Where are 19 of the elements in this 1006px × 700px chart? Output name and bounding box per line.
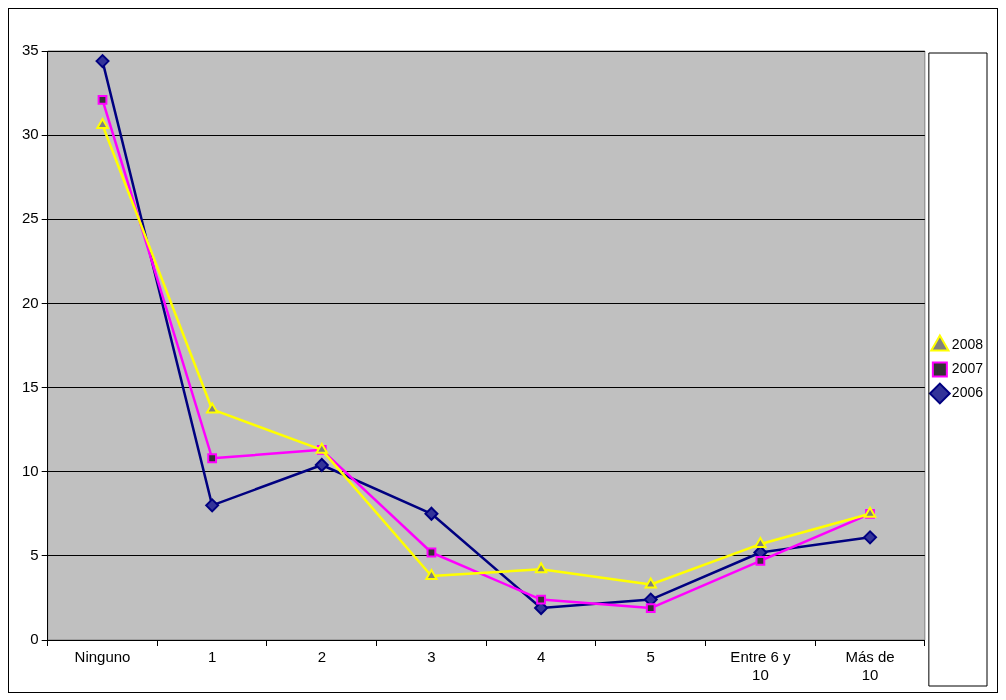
x-tick-label: 4 bbox=[536, 648, 546, 666]
y-tick-label: 30 bbox=[22, 125, 39, 143]
y-tick-label: 10 bbox=[22, 461, 39, 479]
x-tick-label: 2 bbox=[317, 648, 326, 666]
legend-label: 2008 bbox=[951, 336, 984, 353]
x-tick-label: 3 bbox=[427, 648, 436, 666]
x-tick-label: Más de 10 bbox=[845, 648, 895, 684]
y-tick-label: 20 bbox=[22, 293, 39, 311]
y-tick-label: 15 bbox=[22, 377, 39, 395]
legend-label: 2007 bbox=[951, 360, 984, 377]
y-tick-label: 0 bbox=[30, 630, 39, 648]
x-tick-label: 5 bbox=[646, 648, 655, 666]
x-tick-label: 1 bbox=[207, 648, 217, 666]
x-tick-label: Ninguno bbox=[74, 648, 131, 666]
y-tick-label: 35 bbox=[22, 41, 39, 59]
y-tick-label: 25 bbox=[22, 209, 39, 227]
x-tick-label: Entre 6 y 10 bbox=[730, 648, 791, 684]
legend-label: 2006 bbox=[951, 384, 984, 401]
y-tick-label: 5 bbox=[30, 546, 39, 563]
